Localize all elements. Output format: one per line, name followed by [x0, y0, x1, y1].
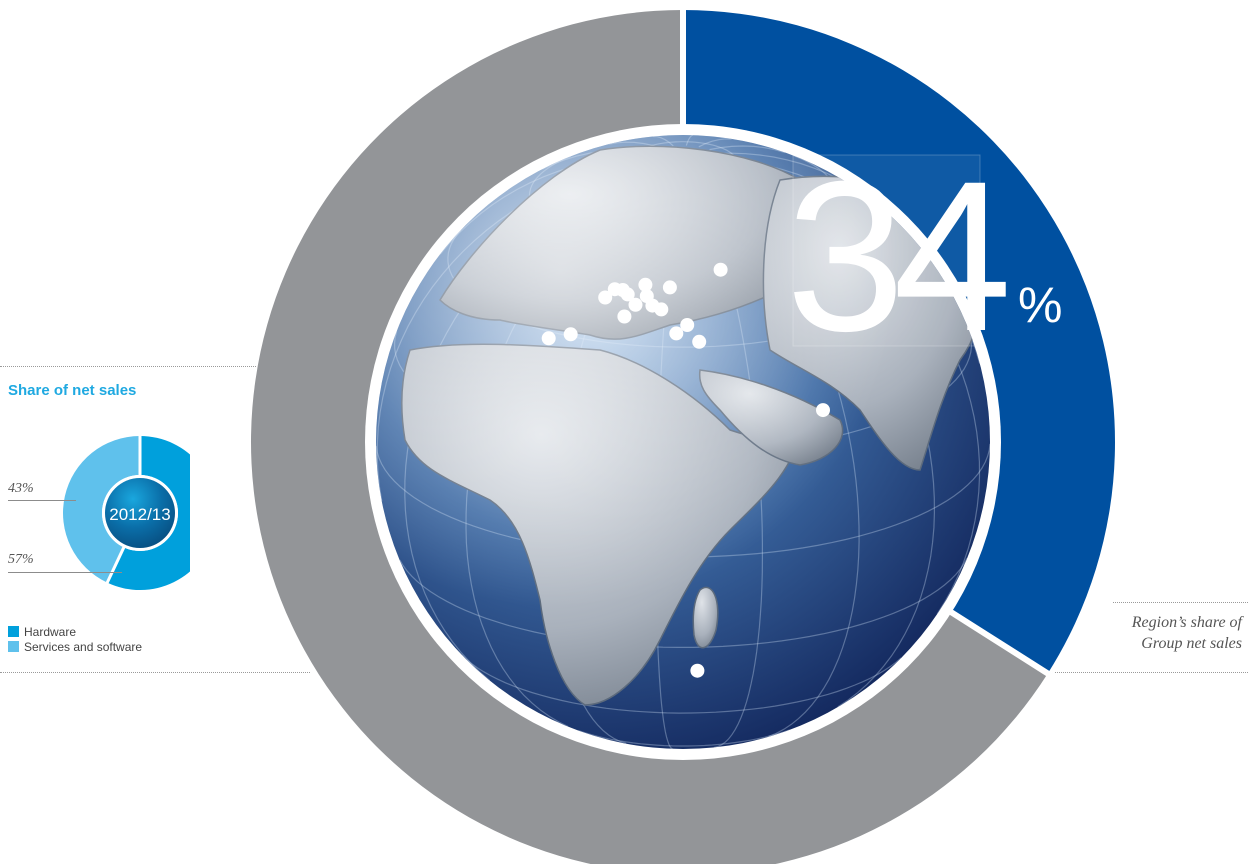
region-share-value: 34 — [786, 137, 1006, 376]
left-divider-top — [0, 366, 256, 367]
legend-item-hardware: Hardware — [8, 624, 142, 639]
region-share-note: Region’s share of Group net sales — [1132, 612, 1242, 654]
legend-swatch-services-software — [8, 641, 19, 652]
office-marker-12 — [662, 280, 677, 295]
office-marker-5 — [620, 287, 635, 302]
share-of-net-sales-donut-chart: 2012/13 — [62, 436, 190, 590]
donut-slice-gap-1 — [943, 606, 1052, 678]
legend-item-services-software: Services and software — [8, 639, 142, 654]
donut-slice-1 — [62, 436, 140, 583]
hardware-leader-line — [8, 572, 122, 573]
office-marker-0 — [541, 331, 556, 346]
office-marker-14 — [680, 318, 695, 332]
share-legend: Hardware Services and software — [8, 624, 142, 654]
office-location-markers — [541, 262, 830, 678]
office-marker-13 — [669, 326, 684, 341]
mini-donut-slices — [62, 436, 190, 590]
right-divider-bottom — [1055, 672, 1248, 673]
left-divider-bottom — [0, 672, 310, 673]
office-marker-6 — [617, 309, 632, 324]
hardware-percent-label: 57% — [8, 552, 34, 567]
office-marker-1 — [563, 327, 578, 342]
office-marker-17 — [816, 403, 830, 418]
office-marker-15 — [692, 334, 707, 349]
legend-swatch-hardware — [8, 626, 19, 637]
share-of-net-sales-title: Share of net sales — [8, 382, 137, 399]
right-divider-top — [1113, 602, 1248, 603]
mini-donut-center-label: 2012/13 — [109, 505, 170, 524]
donut-slice-gap-1 — [105, 544, 127, 586]
legend-label-hardware: Hardware — [24, 624, 77, 639]
percent-frame — [792, 154, 981, 347]
office-marker-8 — [638, 277, 653, 292]
office-marker-11 — [654, 302, 669, 317]
globe — [365, 124, 1001, 760]
office-marker-18 — [690, 663, 705, 678]
donut-slice-1 — [251, 10, 1048, 864]
donut-slices — [251, 8, 1115, 864]
region-share-note-line-2: Group net sales — [1141, 635, 1242, 652]
mini-donut-center — [105, 478, 175, 548]
donut-slice-0 — [683, 10, 1115, 674]
region-share-unit: % — [1018, 277, 1062, 333]
region-share-note-line-1: Region’s share of — [1131, 614, 1242, 631]
legend-label-services-software: Services and software — [24, 639, 143, 654]
donut-slice-0 — [107, 436, 190, 590]
office-marker-16 — [713, 262, 728, 277]
office-marker-2 — [598, 290, 613, 305]
services-software-leader-line — [8, 500, 76, 501]
services-software-percent-label: 43% — [8, 481, 34, 496]
office-marker-7 — [628, 297, 643, 312]
